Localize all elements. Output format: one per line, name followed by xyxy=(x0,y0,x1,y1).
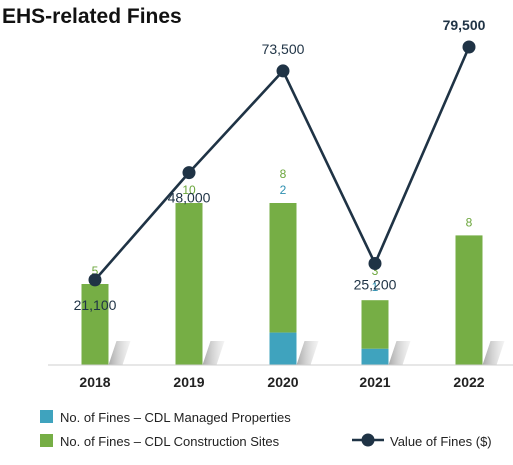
value-label-2019: 48,000 xyxy=(168,190,211,206)
value-marker-2020 xyxy=(276,64,290,78)
x-tick-label-2019: 2019 xyxy=(173,374,204,390)
value-marker-2022 xyxy=(462,40,476,54)
bar-managed-properties-2021 xyxy=(361,348,389,365)
value-line-group: 21,100 48,000 73,500 25,200 79,500 xyxy=(74,17,486,313)
bar-construction-sites-2018 xyxy=(81,284,109,365)
value-marker-2019 xyxy=(182,166,196,180)
value-label-2021: 25,200 xyxy=(354,277,397,293)
data-label-construction-sites-2018: 5 xyxy=(92,264,99,278)
value-label-2018: 21,100 xyxy=(74,297,117,313)
x-tick-label-2018: 2018 xyxy=(79,374,110,390)
legend-label-managed-properties: No. of Fines – CDL Managed Properties xyxy=(60,410,291,425)
x-tick-label-2020: 2020 xyxy=(267,374,298,390)
legend-label-value-of-fines: Value of Fines ($) xyxy=(390,434,492,449)
data-label-construction-sites-2022: 8 xyxy=(466,215,473,229)
bar-labels-group: 5 10 2 8 1 3 8 xyxy=(92,167,473,294)
value-marker-2018 xyxy=(88,273,102,287)
bar-shadow xyxy=(482,341,505,365)
legend-swatch-construction-sites xyxy=(40,434,53,447)
data-label-construction-sites-2020: 8 xyxy=(280,167,287,181)
bar-shadow xyxy=(202,341,225,365)
value-marker-2021 xyxy=(368,257,382,271)
bar-shadow xyxy=(388,341,411,365)
value-label-2020: 73,500 xyxy=(262,41,305,57)
chart-title: EHS-related Fines xyxy=(2,5,182,28)
bar-construction-sites-2022 xyxy=(455,235,483,365)
data-label-construction-sites-2021: 3 xyxy=(372,264,379,278)
data-label-construction-sites-2019: 10 xyxy=(182,183,196,197)
value-label-2022: 79,500 xyxy=(443,17,486,33)
bar-construction-sites-2020 xyxy=(269,203,297,333)
bars-group xyxy=(81,203,483,365)
legend-marker-value xyxy=(361,433,375,447)
legend: No. of Fines – CDL Managed Properties No… xyxy=(40,410,492,449)
bar-shadows xyxy=(108,341,505,365)
data-label-managed-properties-2020: 2 xyxy=(280,183,287,197)
data-label-managed-properties-2021: 1 xyxy=(372,280,379,294)
x-tick-label-2022: 2022 xyxy=(453,374,484,390)
x-tick-labels: 2018 2019 2020 2021 2022 xyxy=(79,374,484,390)
legend-swatch-managed-properties xyxy=(40,410,53,423)
x-tick-label-2021: 2021 xyxy=(359,374,390,390)
bar-shadow xyxy=(296,341,319,365)
bar-construction-sites-2019 xyxy=(175,203,203,365)
bar-managed-properties-2020 xyxy=(269,332,297,365)
bar-construction-sites-2021 xyxy=(361,300,389,349)
bar-shadow xyxy=(108,341,131,365)
legend-label-construction-sites: No. of Fines – CDL Construction Sites xyxy=(60,434,280,449)
